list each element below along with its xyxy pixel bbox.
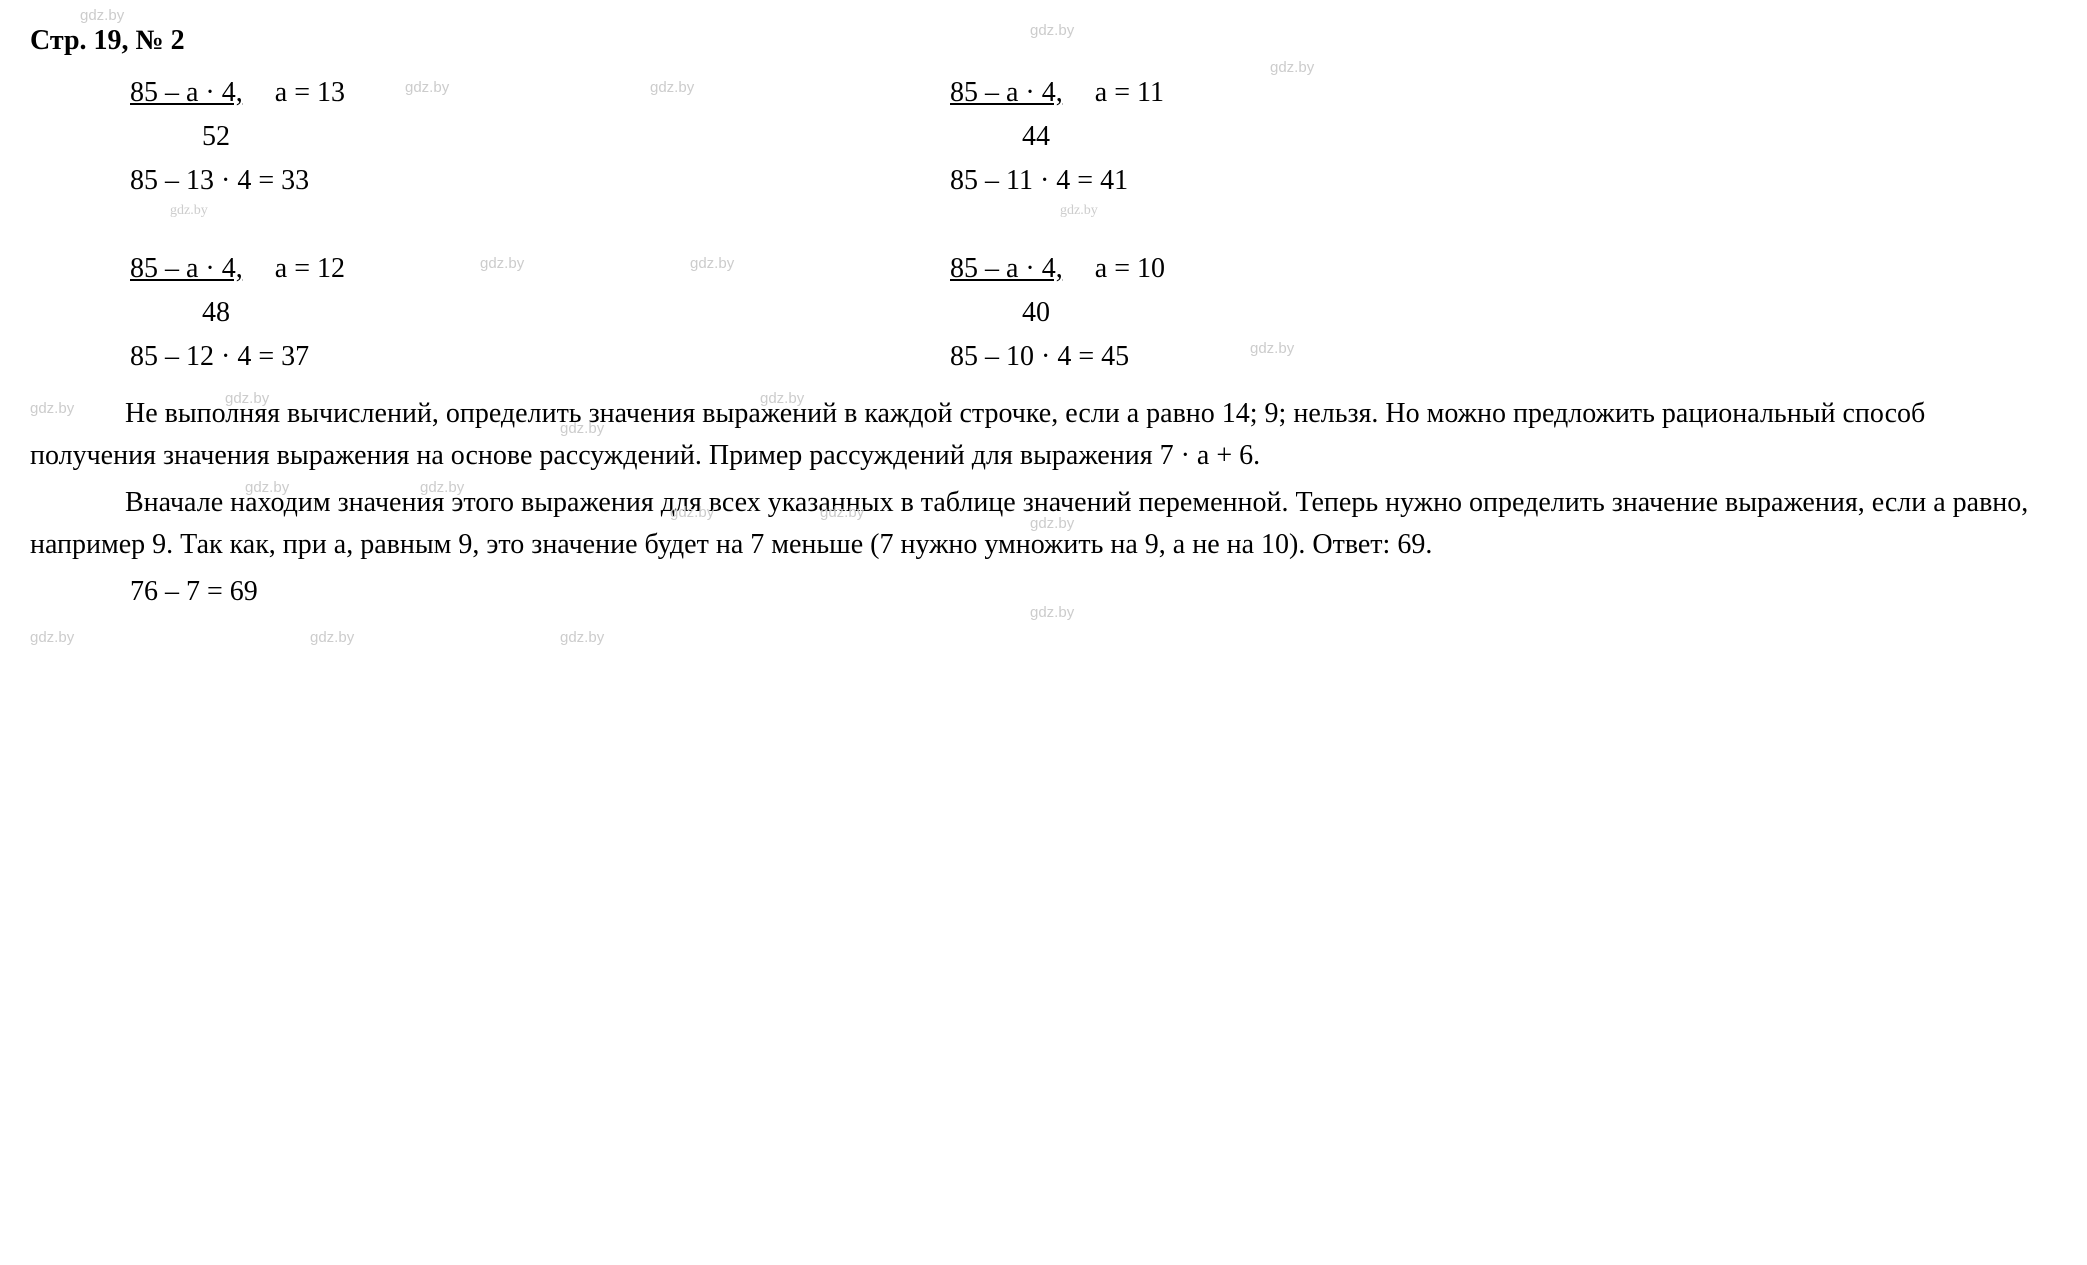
variable-assignment: a = 13 xyxy=(275,77,345,108)
watermark: gdz.by xyxy=(690,253,734,276)
watermark: gdz.by xyxy=(30,627,74,650)
denominator: 44 xyxy=(1022,116,1350,158)
page-header: Стр. 19, № 2 xyxy=(30,20,2057,62)
watermark: gdz.by xyxy=(1060,200,1350,221)
math-block-4: 85 – a · 4, a = 10 40 85 – 10 · 4 = 45 g… xyxy=(950,248,1350,378)
denominator: 52 xyxy=(202,116,530,158)
denominator: 48 xyxy=(202,292,530,334)
variable-assignment: a = 12 xyxy=(275,253,345,284)
watermark: gdz.by xyxy=(560,627,604,650)
expression: 85 – a · 4, xyxy=(950,77,1063,108)
denominator: 40 xyxy=(1022,292,1350,334)
watermark: gdz.by xyxy=(170,200,530,221)
calculation: 85 – 10 · 4 = 45 xyxy=(950,341,1129,372)
variable-assignment: a = 10 xyxy=(1095,253,1165,284)
math-block-3: 85 – a · 4, a = 12 gdz.by gdz.by 48 85 –… xyxy=(130,248,530,378)
expression: 85 – a · 4, xyxy=(130,253,243,284)
watermark: gdz.by xyxy=(310,627,354,650)
watermark: gdz.by xyxy=(405,77,449,100)
calculation: 85 – 12 · 4 = 37 xyxy=(130,336,530,378)
paragraph-1: Не выполняя вычислений, определить значе… xyxy=(30,393,2057,477)
watermark: gdz.by xyxy=(480,253,524,276)
watermark: gdz.by xyxy=(650,77,694,100)
expression: 85 – a · 4, xyxy=(950,253,1063,284)
expression: 85 – a · 4, xyxy=(130,77,243,108)
calculation: 85 – 13 · 4 = 33 xyxy=(130,160,530,202)
math-block-2: 85 – a · 4, a = 11 gdz.by 44 85 – 11 · 4… xyxy=(950,72,1350,223)
final-calculation: 76 – 7 = 69 xyxy=(130,576,258,607)
math-block-1: 85 – a · 4, a = 13 gdz.by gdz.by 52 85 –… xyxy=(130,72,530,223)
watermark: gdz.by xyxy=(1250,338,1294,361)
calculation: 85 – 11 · 4 = 41 xyxy=(950,160,1350,202)
paragraph-2: Вначале находим значения этого выражения… xyxy=(30,482,2057,566)
variable-assignment: a = 11 xyxy=(1095,77,1164,108)
